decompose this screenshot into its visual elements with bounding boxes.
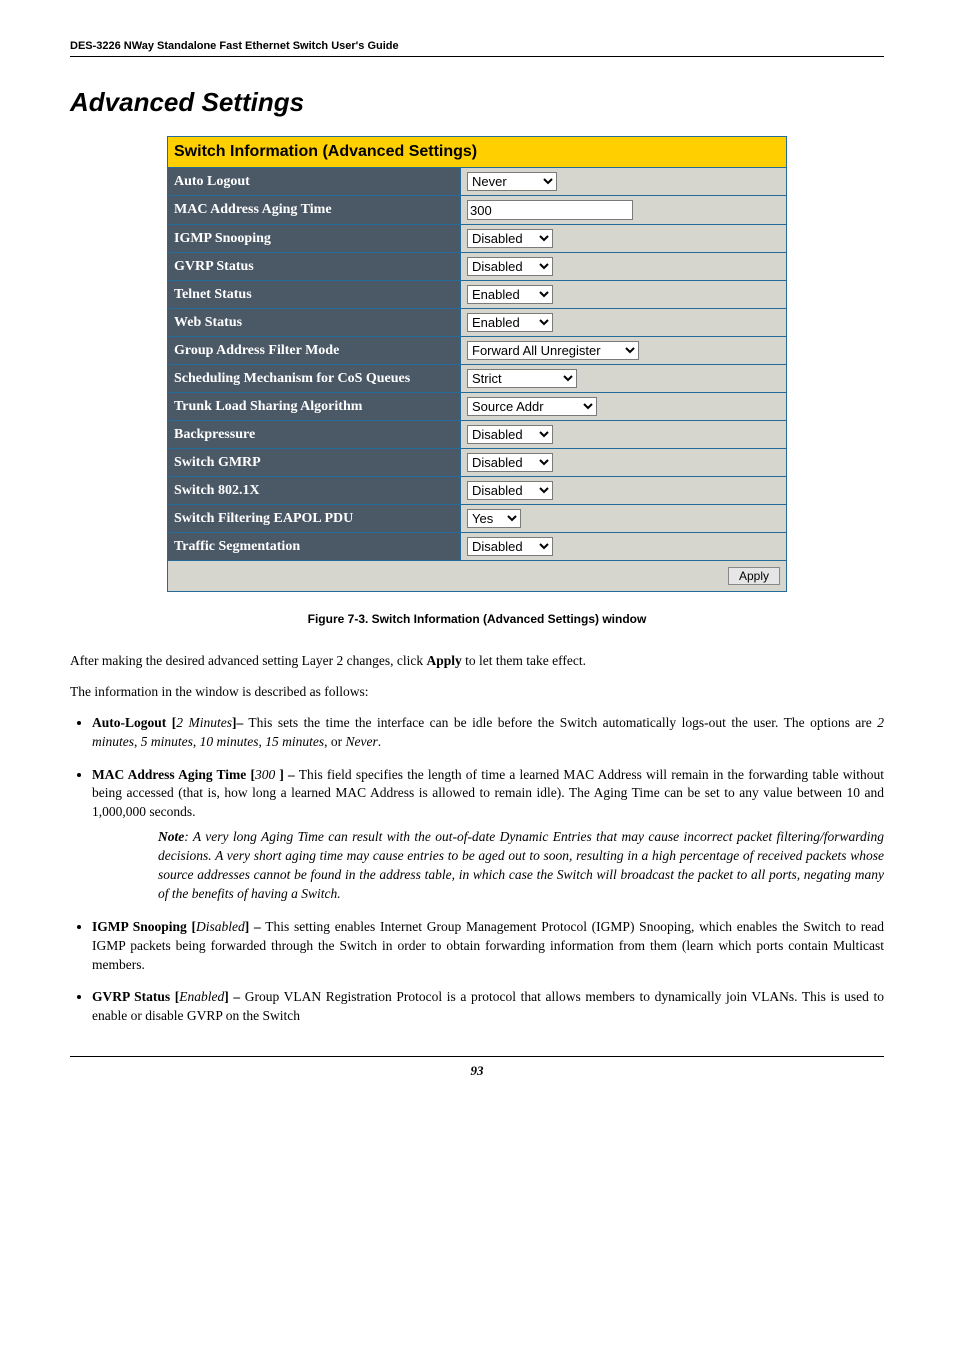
ital: Disabled [196, 919, 245, 934]
setting-label: MAC Address Aging Time [168, 196, 461, 225]
setting-select[interactable]: Disabled [467, 453, 553, 472]
table-row: Scheduling Mechanism for CoS Queues Stric… [168, 365, 787, 393]
bold: IGMP Snooping [ [92, 919, 196, 934]
setting-label: IGMP Snooping [168, 225, 461, 253]
table-title: Switch Information (Advanced Settings) [168, 137, 787, 168]
table-row: Switch GMRP Disabled [168, 449, 787, 477]
bold: ]– [232, 715, 243, 730]
bold: ] – [224, 989, 240, 1004]
setting-select[interactable]: Disabled [467, 425, 553, 444]
setting-label: Auto Logout [168, 168, 461, 196]
text: , or [324, 734, 345, 749]
text: , [193, 734, 200, 749]
setting-value-cell: Forward All Unregister [461, 337, 787, 365]
page-header: DES-3226 NWay Standalone Fast Ethernet S… [70, 40, 884, 57]
ital: 15 minutes [265, 734, 324, 749]
setting-select[interactable]: Source Addr [467, 397, 597, 416]
setting-select[interactable]: Disabled [467, 481, 553, 500]
apply-button[interactable]: Apply [728, 567, 780, 585]
apply-word: Apply [426, 653, 461, 668]
setting-value-cell: Disabled [461, 533, 787, 561]
note-text: A very long Aging Time can result with t… [158, 829, 884, 901]
list-item: GVRP Status [Enabled] – Group VLAN Regis… [92, 988, 884, 1026]
setting-value-cell: Enabled [461, 309, 787, 337]
ital: 2 Minutes [176, 715, 232, 730]
section-title: Advanced Settings [70, 87, 884, 118]
setting-label: Web Status [168, 309, 461, 337]
list-item: MAC Address Aging Time [300 ] – This fie… [92, 766, 884, 904]
text: This sets the time the interface can be … [243, 715, 877, 730]
setting-value-cell [461, 196, 787, 225]
setting-select[interactable]: Disabled [467, 257, 553, 276]
setting-value-cell: Disabled [461, 225, 787, 253]
ital: 10 minutes [200, 734, 259, 749]
table-row: Group Address Filter Mode Forward All Unr… [168, 337, 787, 365]
text: to let them take effect. [462, 653, 586, 668]
setting-select[interactable]: Forward All Unregister [467, 341, 639, 360]
setting-input[interactable] [467, 200, 633, 220]
setting-value-cell: Yes [461, 505, 787, 533]
table-row: Telnet Status Enabled [168, 281, 787, 309]
setting-select[interactable]: Enabled [467, 313, 553, 332]
list-item: IGMP Snooping [Disabled] – This setting … [92, 918, 884, 975]
ital: Enabled [179, 989, 224, 1004]
paragraph-info: The information in the window is describ… [70, 683, 884, 702]
table-row: IGMP Snooping Disabled [168, 225, 787, 253]
setting-select[interactable]: Strict [467, 369, 577, 388]
table-row: Trunk Load Sharing Algorithm Source Addr [168, 393, 787, 421]
setting-value-cell: Disabled [461, 421, 787, 449]
figure-caption: Figure 7-3. Switch Information (Advanced… [70, 612, 884, 626]
setting-value-cell: Never [461, 168, 787, 196]
page-footer: 93 [70, 1056, 884, 1079]
setting-value-cell: Strict [461, 365, 787, 393]
table-row: Web Status Enabled [168, 309, 787, 337]
note-block: Note: A very long Aging Time can result … [158, 828, 884, 904]
ital: Never [346, 734, 378, 749]
bullet-list: Auto-Logout [2 Minutes]– This sets the t… [70, 714, 884, 1026]
ital: 300 [255, 767, 279, 782]
setting-select[interactable]: Enabled [467, 285, 553, 304]
bold: MAC Address Aging Time [ [92, 767, 255, 782]
setting-value-cell: Enabled [461, 281, 787, 309]
table-row: Switch 802.1X Disabled [168, 477, 787, 505]
bold: ] – [245, 919, 261, 934]
note-label: Note [158, 829, 184, 844]
setting-label: Switch GMRP [168, 449, 461, 477]
setting-label: Group Address Filter Mode [168, 337, 461, 365]
text: , [134, 734, 141, 749]
table-row: GVRP Status Disabled [168, 253, 787, 281]
ital: 5 minutes [141, 734, 193, 749]
setting-value-cell: Disabled [461, 449, 787, 477]
setting-select[interactable]: Yes [467, 509, 521, 528]
setting-label: Scheduling Mechanism for CoS Queues [168, 365, 461, 393]
settings-table: Switch Information (Advanced Settings) A… [167, 136, 787, 592]
apply-cell: Apply [168, 561, 787, 592]
setting-label: Switch 802.1X [168, 477, 461, 505]
text: After making the desired advanced settin… [70, 653, 426, 668]
setting-select[interactable]: Never [467, 172, 557, 191]
bold: GVRP Status [ [92, 989, 179, 1004]
setting-select[interactable]: Disabled [467, 229, 553, 248]
paragraph-apply: After making the desired advanced settin… [70, 652, 884, 671]
setting-label: Traffic Segmentation [168, 533, 461, 561]
table-row: Switch Filtering EAPOL PDU Yes [168, 505, 787, 533]
bold: Auto-Logout [ [92, 715, 176, 730]
setting-select[interactable]: Disabled [467, 537, 553, 556]
table-row: MAC Address Aging Time [168, 196, 787, 225]
setting-label: Backpressure [168, 421, 461, 449]
bold: ] – [279, 767, 294, 782]
list-item: Auto-Logout [2 Minutes]– This sets the t… [92, 714, 884, 752]
setting-label: GVRP Status [168, 253, 461, 281]
text: : [184, 829, 193, 844]
table-row: Traffic Segmentation Disabled [168, 533, 787, 561]
setting-label: Switch Filtering EAPOL PDU [168, 505, 461, 533]
setting-value-cell: Source Addr [461, 393, 787, 421]
table-row: Backpressure Disabled [168, 421, 787, 449]
setting-value-cell: Disabled [461, 477, 787, 505]
setting-label: Telnet Status [168, 281, 461, 309]
setting-label: Trunk Load Sharing Algorithm [168, 393, 461, 421]
text: . [378, 734, 381, 749]
setting-value-cell: Disabled [461, 253, 787, 281]
table-row: Auto Logout Never [168, 168, 787, 196]
